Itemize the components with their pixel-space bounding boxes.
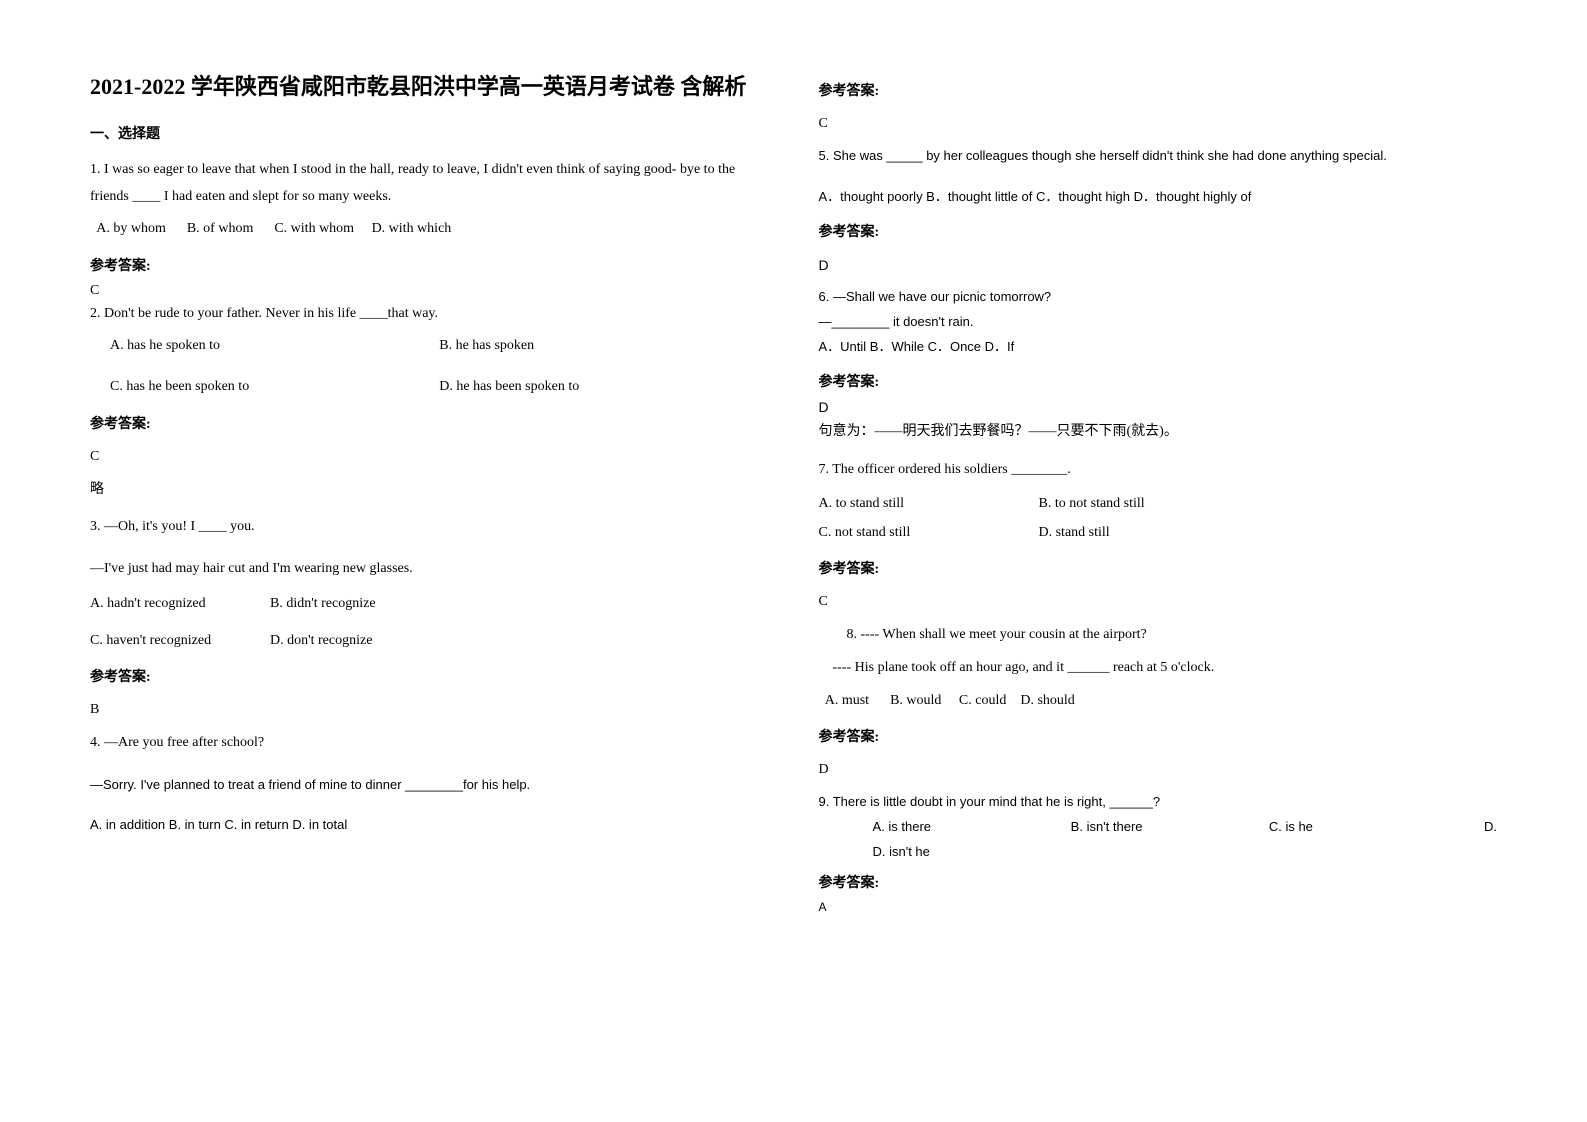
q7-answer: C bbox=[819, 594, 1498, 610]
q3-options-row2: C. haven't recognized D. don't recognize bbox=[90, 628, 769, 655]
question-1: 1. I was so eager to leave that when I s… bbox=[90, 157, 769, 243]
q2-answer-label: 参考答案: bbox=[90, 413, 769, 433]
q2-text: 2. Don't be rude to your father. Never i… bbox=[90, 301, 769, 328]
q2-options-row1: A. has he spoken to B. he has spoken bbox=[90, 333, 769, 360]
q2-opt-d: D. he has been spoken to bbox=[439, 374, 768, 401]
q9-text: 9. There is little doubt in your mind th… bbox=[819, 790, 1498, 815]
q9-opt-c: C. is he bbox=[1269, 815, 1467, 840]
right-column: 参考答案: C 5. She was _____ by her colleagu… bbox=[819, 70, 1498, 926]
q2-opt-a: A. has he spoken to bbox=[110, 333, 439, 360]
question-8: 8. ---- When shall we meet your cousin a… bbox=[819, 622, 1498, 714]
q3-options-row1: A. hadn't recognized B. didn't recognize bbox=[90, 591, 769, 618]
q3-opt-d: D. don't recognize bbox=[270, 628, 372, 655]
question-9: 9. There is little doubt in your mind th… bbox=[819, 790, 1498, 864]
question-4: 4. —Are you free after school? —Sorry. I… bbox=[90, 730, 769, 838]
q9-options-row: A. is there B. isn't there C. is he D. bbox=[819, 815, 1498, 840]
page-container: 2021-2022 学年陕西省咸阳市乾县阳洪中学高一英语月考试卷 含解析 一、选… bbox=[90, 70, 1497, 926]
q4-text2: —Sorry. I've planned to treat a friend o… bbox=[90, 773, 769, 798]
q2-opt-b: B. he has spoken bbox=[439, 333, 768, 360]
q9-opt-a: A. is there bbox=[873, 815, 1071, 840]
question-6: 6. —Shall we have our picnic tomorrow? —… bbox=[819, 285, 1498, 359]
q6-text2: —________ it doesn't rain. bbox=[819, 310, 1498, 335]
q4-answer: C bbox=[819, 116, 1498, 132]
q6-options: A．Until B．While C．Once D．If bbox=[819, 335, 1498, 360]
q8-text1: 8. ---- When shall we meet your cousin a… bbox=[819, 622, 1498, 649]
q1-answer: C bbox=[90, 283, 769, 299]
q3-answer-label: 参考答案: bbox=[90, 666, 769, 686]
q9-answer-label: 参考答案: bbox=[819, 872, 1498, 892]
q9-opt-b: B. isn't there bbox=[1071, 815, 1269, 840]
q1-options: A. by whom B. of whom C. with whom D. wi… bbox=[90, 216, 769, 243]
q1-answer-label: 参考答案: bbox=[90, 255, 769, 275]
q2-note: 略 bbox=[90, 477, 769, 502]
q7-opt-b: B. to not stand still bbox=[1039, 491, 1145, 518]
q6-answer-label: 参考答案: bbox=[819, 371, 1498, 391]
q6-explanation: 句意为：——明天我们去野餐吗？——只要不下雨(就去)。 bbox=[819, 419, 1498, 444]
q7-opt-c: C. not stand still bbox=[819, 520, 1039, 547]
q7-opt-a: A. to stand still bbox=[819, 491, 1039, 518]
q8-options: A. must B. would C. could D. should bbox=[819, 688, 1498, 715]
q9-opt-d-prefix: D. bbox=[1467, 815, 1497, 840]
exam-title: 2021-2022 学年陕西省咸阳市乾县阳洪中学高一英语月考试卷 含解析 bbox=[90, 70, 769, 103]
q8-answer-label: 参考答案: bbox=[819, 726, 1498, 746]
q7-opt-d: D. stand still bbox=[1039, 520, 1110, 547]
q2-options-row2: C. has he been spoken to D. he has been … bbox=[90, 374, 769, 401]
q5-answer-label: 参考答案: bbox=[819, 221, 1498, 241]
q5-options: A．thought poorly B．thought little of C．t… bbox=[819, 185, 1498, 210]
q8-text2: ---- His plane took off an hour ago, and… bbox=[819, 655, 1498, 682]
q7-options-row2: C. not stand still D. stand still bbox=[819, 520, 1498, 547]
q5-answer: D bbox=[819, 257, 1498, 273]
q6-answer: D bbox=[819, 399, 1498, 415]
q3-text2: —I've just had may hair cut and I'm wear… bbox=[90, 556, 769, 583]
q9-opt-d: D. isn't he bbox=[819, 840, 1498, 865]
q8-answer: D bbox=[819, 762, 1498, 778]
q4-text1: 4. —Are you free after school? bbox=[90, 730, 769, 757]
q4-answer-label: 参考答案: bbox=[819, 80, 1498, 100]
q3-opt-b: B. didn't recognize bbox=[270, 591, 376, 618]
left-column: 2021-2022 学年陕西省咸阳市乾县阳洪中学高一英语月考试卷 含解析 一、选… bbox=[90, 70, 769, 926]
question-7: 7. The officer ordered his soldiers ____… bbox=[819, 457, 1498, 547]
q2-opt-c: C. has he been spoken to bbox=[110, 374, 439, 401]
q6-text1: 6. —Shall we have our picnic tomorrow? bbox=[819, 285, 1498, 310]
q5-text: 5. She was _____ by her colleagues thoug… bbox=[819, 144, 1498, 169]
q7-text: 7. The officer ordered his soldiers ____… bbox=[819, 457, 1498, 484]
q3-text1: 3. —Oh, it's you! I ____ you. bbox=[90, 514, 769, 541]
q3-opt-a: A. hadn't recognized bbox=[90, 591, 270, 618]
question-2: 2. Don't be rude to your father. Never i… bbox=[90, 301, 769, 401]
q7-options-row1: A. to stand still B. to not stand still bbox=[819, 491, 1498, 518]
q4-options: A. in addition B. in turn C. in return D… bbox=[90, 813, 769, 838]
q3-answer: B bbox=[90, 702, 769, 718]
q3-opt-c: C. haven't recognized bbox=[90, 628, 270, 655]
q2-answer: C bbox=[90, 449, 769, 465]
q7-answer-label: 参考答案: bbox=[819, 558, 1498, 578]
question-3: 3. —Oh, it's you! I ____ you. —I've just… bbox=[90, 514, 769, 654]
q9-answer: A bbox=[819, 900, 1498, 914]
question-5: 5. She was _____ by her colleagues thoug… bbox=[819, 144, 1498, 209]
q1-text: 1. I was so eager to leave that when I s… bbox=[90, 157, 769, 210]
section-header-mc: 一、选择题 bbox=[90, 123, 769, 143]
